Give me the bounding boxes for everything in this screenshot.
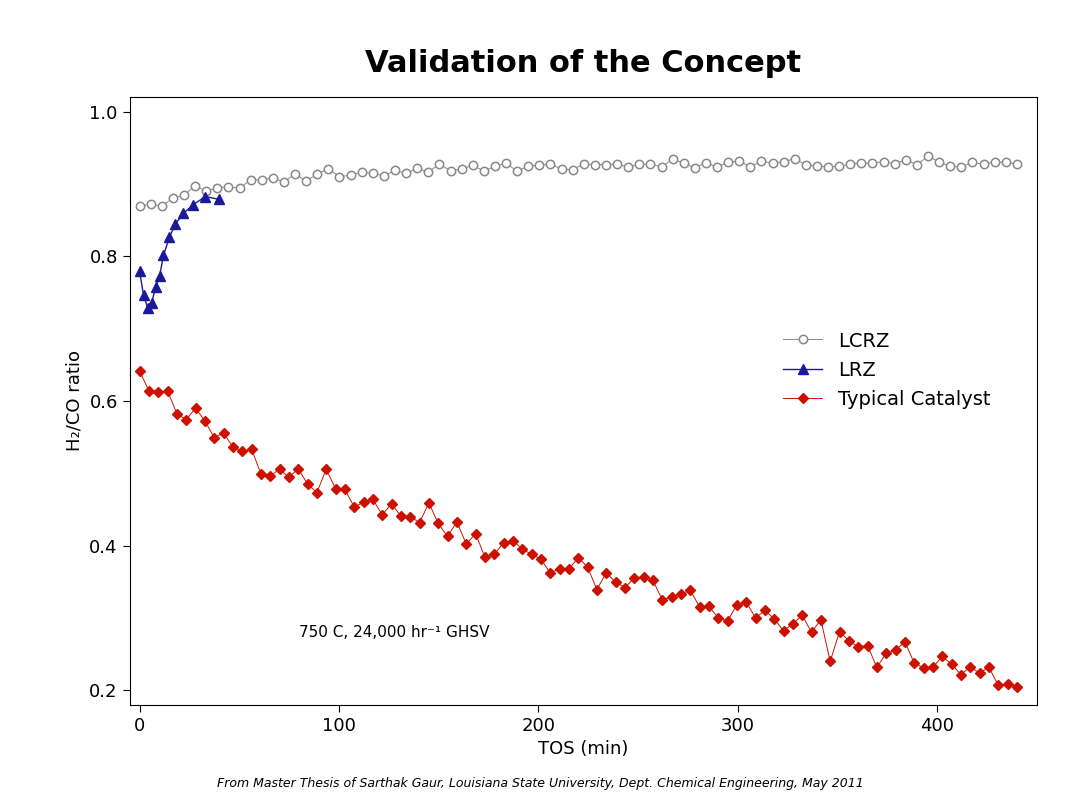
LRZ — [133, 266, 146, 276]
Line: LCRZ: LCRZ — [135, 151, 1021, 211]
Typical Catalyst — [750, 613, 762, 623]
LCRZ — [732, 156, 745, 166]
LCRZ — [1011, 160, 1024, 169]
Title: Validation of the Concept: Validation of the Concept — [365, 49, 801, 79]
LRZ — [177, 208, 190, 218]
LRZ — [145, 298, 158, 308]
Legend: LCRZ, LRZ, Typical Catalyst: LCRZ, LRZ, Typical Catalyst — [773, 322, 1000, 419]
Typical Catalyst — [133, 366, 146, 376]
LRZ — [213, 194, 226, 204]
LRZ — [141, 303, 154, 313]
LRZ — [157, 250, 170, 260]
LCRZ — [522, 161, 535, 171]
Line: Typical Catalyst: Typical Catalyst — [136, 368, 1021, 690]
Y-axis label: H₂/CO ratio: H₂/CO ratio — [66, 351, 84, 451]
Text: 750 C, 24,000 hr⁻¹ GHSV: 750 C, 24,000 hr⁻¹ GHSV — [299, 625, 489, 640]
Typical Catalyst — [777, 626, 789, 636]
Line: LRZ: LRZ — [135, 192, 225, 313]
LCRZ — [133, 202, 146, 211]
Text: From Master Thesis of Sarthak Gaur, Louisiana State University, Dept. Chemical E: From Master Thesis of Sarthak Gaur, Loui… — [217, 777, 863, 790]
LCRZ — [910, 160, 923, 169]
LRZ — [199, 192, 212, 202]
X-axis label: TOS (min): TOS (min) — [538, 740, 629, 758]
LRZ — [153, 271, 166, 281]
LRZ — [137, 290, 150, 300]
LCRZ — [700, 158, 713, 168]
Typical Catalyst — [730, 599, 743, 609]
LRZ — [168, 219, 181, 228]
LRZ — [163, 232, 176, 242]
Typical Catalyst — [786, 619, 799, 629]
LRZ — [187, 199, 200, 209]
LCRZ — [666, 155, 679, 164]
LCRZ — [656, 162, 669, 172]
Typical Catalyst — [171, 409, 184, 419]
LCRZ — [921, 151, 934, 161]
LRZ — [149, 283, 162, 292]
Typical Catalyst — [1011, 682, 1024, 692]
Typical Catalyst — [292, 464, 305, 474]
